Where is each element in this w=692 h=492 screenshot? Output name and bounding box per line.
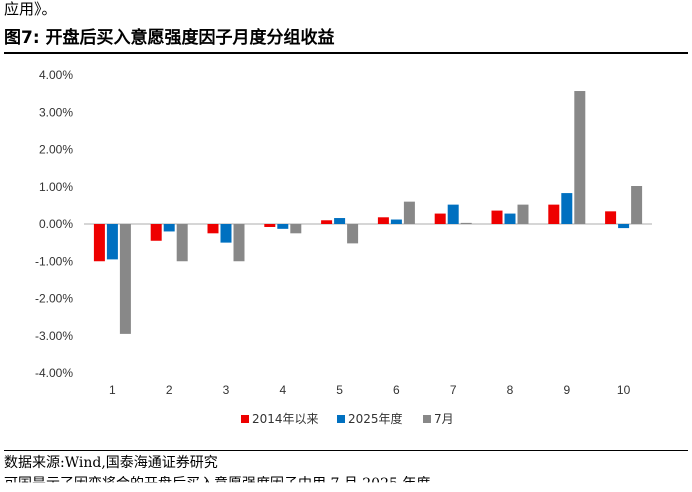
bar-s3-c10: [631, 186, 643, 224]
bar-s2-c3: [220, 224, 232, 243]
bar-s2-c9: [561, 193, 573, 224]
source-text: 数据来源:Wind,国泰海通证券研究: [4, 455, 218, 471]
x-tick-label: 7: [450, 383, 457, 397]
bar-s1-c2: [150, 224, 162, 241]
x-tick-label: 10: [617, 383, 631, 397]
bar-s1-c10: [605, 211, 617, 224]
y-tick-label: 3.00%: [39, 105, 73, 119]
x-tick-label: 3: [223, 383, 230, 397]
bar-s3-c5: [347, 224, 359, 244]
bar-s1-c9: [548, 204, 560, 224]
y-axis-ticks: 4.00% 3.00% 2.00% 1.00% 0.00% -1.00% -2.00% -3.…: [35, 68, 73, 380]
figure-title: 图7: 开盘后买入意愿强度因子月度分组收益: [4, 28, 335, 48]
legend-label: 2014年以来: [252, 412, 319, 426]
bar-s2-c7: [447, 204, 459, 224]
y-tick-label: 1.00%: [39, 180, 73, 194]
bar-s3-c3: [233, 224, 245, 262]
x-tick-label: 4: [279, 383, 286, 397]
bar-s3-c4: [290, 224, 302, 234]
source-rule: [4, 450, 688, 451]
legend-swatch: [423, 415, 431, 423]
legend-swatch: [337, 415, 345, 423]
title-rule: [4, 52, 688, 54]
y-tick-label: -4.00%: [35, 366, 73, 380]
bar-s2-c5: [334, 218, 346, 224]
x-tick-label: 2: [166, 383, 173, 397]
bar-s3-c2: [176, 224, 188, 262]
x-tick-label: 9: [563, 383, 570, 397]
y-tick-label: -3.00%: [35, 329, 73, 343]
y-tick-label: -1.00%: [35, 254, 73, 268]
bar-s2-c1: [106, 224, 118, 260]
x-tick-label: 6: [393, 383, 400, 397]
bar-s1-c1: [93, 224, 105, 262]
bar-s1-c3: [207, 224, 219, 234]
bar-marks: [93, 91, 643, 334]
bar-s2-c10: [618, 224, 630, 229]
bar-s2-c4: [277, 224, 289, 229]
x-tick-label: 8: [507, 383, 514, 397]
y-tick-label: 0.00%: [39, 217, 73, 231]
bar-s3-c1: [119, 224, 131, 334]
cut-off-body-text: 可国是示了因变将合的开盘后买入意愿强度因子中用 7 月 2025 年度: [4, 476, 431, 492]
legend-swatch: [241, 415, 249, 423]
y-tick-label: 2.00%: [39, 143, 73, 157]
bar-s2-c2: [163, 224, 175, 232]
x-tick-label: 1: [109, 383, 116, 397]
bar-s1-c7: [434, 213, 446, 224]
bar-s3-c9: [574, 91, 586, 224]
header-text: 应用》。: [4, 0, 57, 18]
y-tick-label: 4.00%: [39, 68, 73, 82]
bar-s2-c8: [504, 213, 516, 224]
legend-label: 7月: [434, 412, 454, 426]
x-tick-label: 5: [336, 383, 343, 397]
bar-s1-c8: [491, 210, 503, 224]
legend-label: 2025年度: [348, 411, 403, 426]
y-tick-label: -2.00%: [35, 292, 73, 306]
bar-s2-c6: [390, 219, 402, 224]
bar-s3-c6: [403, 201, 415, 224]
legend: 2014年以来 2025年度 7月: [241, 411, 454, 426]
bar-s1-c5: [321, 220, 333, 224]
bar-s1-c6: [377, 217, 389, 224]
bar-s3-c7: [460, 222, 472, 224]
x-axis-ticks: 1 2 3 4 5 6 7 8 9 10: [109, 383, 631, 397]
bar-s3-c8: [517, 204, 529, 224]
bar-s1-c4: [264, 224, 276, 227]
